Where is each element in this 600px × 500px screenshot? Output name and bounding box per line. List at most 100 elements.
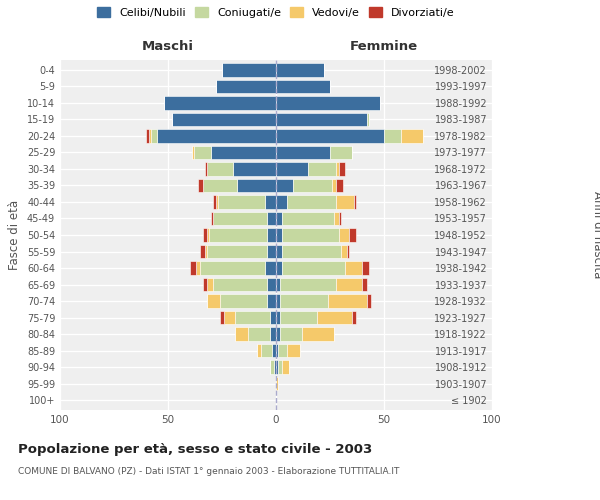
- Bar: [194, 146, 211, 159]
- Bar: [278, 344, 287, 357]
- Bar: [205, 162, 207, 175]
- Bar: [203, 228, 207, 241]
- Bar: [276, 130, 384, 142]
- Bar: [207, 294, 220, 308]
- Bar: [302, 328, 334, 340]
- Bar: [268, 228, 276, 241]
- Bar: [149, 130, 151, 142]
- Bar: [317, 311, 352, 324]
- Bar: [367, 294, 371, 308]
- Bar: [276, 80, 330, 93]
- Bar: [172, 113, 276, 126]
- Bar: [203, 179, 237, 192]
- Bar: [276, 377, 278, 390]
- Bar: [200, 245, 205, 258]
- Bar: [349, 228, 356, 241]
- Bar: [268, 294, 276, 308]
- Text: Maschi: Maschi: [142, 40, 194, 52]
- Bar: [280, 328, 302, 340]
- Bar: [276, 212, 283, 225]
- Text: COMUNE DI BALVANO (PZ) - Dati ISTAT 1° gennaio 2003 - Elaborazione TUTTITALIA.IT: COMUNE DI BALVANO (PZ) - Dati ISTAT 1° g…: [18, 468, 400, 476]
- Bar: [261, 344, 272, 357]
- Bar: [283, 212, 334, 225]
- Bar: [337, 162, 338, 175]
- Bar: [384, 130, 401, 142]
- Y-axis label: Fasce di età: Fasce di età: [8, 200, 21, 270]
- Bar: [276, 311, 280, 324]
- Bar: [276, 294, 280, 308]
- Bar: [338, 228, 349, 241]
- Bar: [268, 245, 276, 258]
- Bar: [276, 344, 278, 357]
- Bar: [233, 162, 276, 175]
- Bar: [276, 162, 308, 175]
- Bar: [276, 360, 278, 374]
- Bar: [278, 360, 283, 374]
- Bar: [265, 196, 276, 208]
- Bar: [401, 130, 423, 142]
- Bar: [276, 278, 280, 291]
- Bar: [328, 294, 367, 308]
- Bar: [268, 212, 276, 225]
- Bar: [283, 360, 289, 374]
- Bar: [157, 130, 276, 142]
- Bar: [283, 245, 341, 258]
- Bar: [269, 360, 274, 374]
- Bar: [345, 262, 362, 274]
- Text: Femmine: Femmine: [350, 40, 418, 52]
- Bar: [276, 228, 283, 241]
- Bar: [200, 262, 265, 274]
- Bar: [274, 360, 276, 374]
- Bar: [211, 146, 276, 159]
- Bar: [214, 212, 268, 225]
- Bar: [164, 96, 276, 110]
- Bar: [237, 179, 276, 192]
- Bar: [218, 196, 265, 208]
- Text: Popolazione per età, sesso e stato civile - 2003: Popolazione per età, sesso e stato civil…: [18, 442, 372, 456]
- Bar: [203, 278, 207, 291]
- Bar: [224, 311, 235, 324]
- Bar: [214, 196, 215, 208]
- Bar: [283, 228, 338, 241]
- Bar: [337, 278, 362, 291]
- Bar: [198, 179, 203, 192]
- Bar: [205, 245, 207, 258]
- Bar: [276, 262, 283, 274]
- Bar: [214, 278, 268, 291]
- Bar: [338, 162, 345, 175]
- Bar: [341, 245, 347, 258]
- Bar: [308, 162, 337, 175]
- Bar: [207, 245, 268, 258]
- Bar: [222, 64, 276, 76]
- Bar: [196, 262, 200, 274]
- Bar: [268, 278, 276, 291]
- Bar: [352, 311, 356, 324]
- Bar: [151, 130, 157, 142]
- Bar: [276, 245, 283, 258]
- Bar: [215, 196, 218, 208]
- Legend: Celibi/Nubili, Coniugati/e, Vedovi/e, Divorziati/e: Celibi/Nubili, Coniugati/e, Vedovi/e, Di…: [93, 2, 459, 22]
- Bar: [287, 196, 337, 208]
- Bar: [276, 96, 380, 110]
- Bar: [367, 113, 369, 126]
- Bar: [190, 262, 196, 274]
- Bar: [257, 344, 261, 357]
- Bar: [269, 328, 276, 340]
- Bar: [287, 344, 300, 357]
- Bar: [276, 196, 287, 208]
- Bar: [354, 196, 356, 208]
- Bar: [207, 278, 214, 291]
- Bar: [276, 146, 330, 159]
- Bar: [211, 212, 214, 225]
- Bar: [235, 311, 269, 324]
- Bar: [276, 64, 323, 76]
- Bar: [362, 262, 369, 274]
- Bar: [209, 228, 268, 241]
- Bar: [192, 146, 194, 159]
- Bar: [272, 344, 276, 357]
- Bar: [220, 294, 268, 308]
- Bar: [338, 212, 341, 225]
- Bar: [215, 80, 276, 93]
- Bar: [220, 311, 224, 324]
- Bar: [269, 311, 276, 324]
